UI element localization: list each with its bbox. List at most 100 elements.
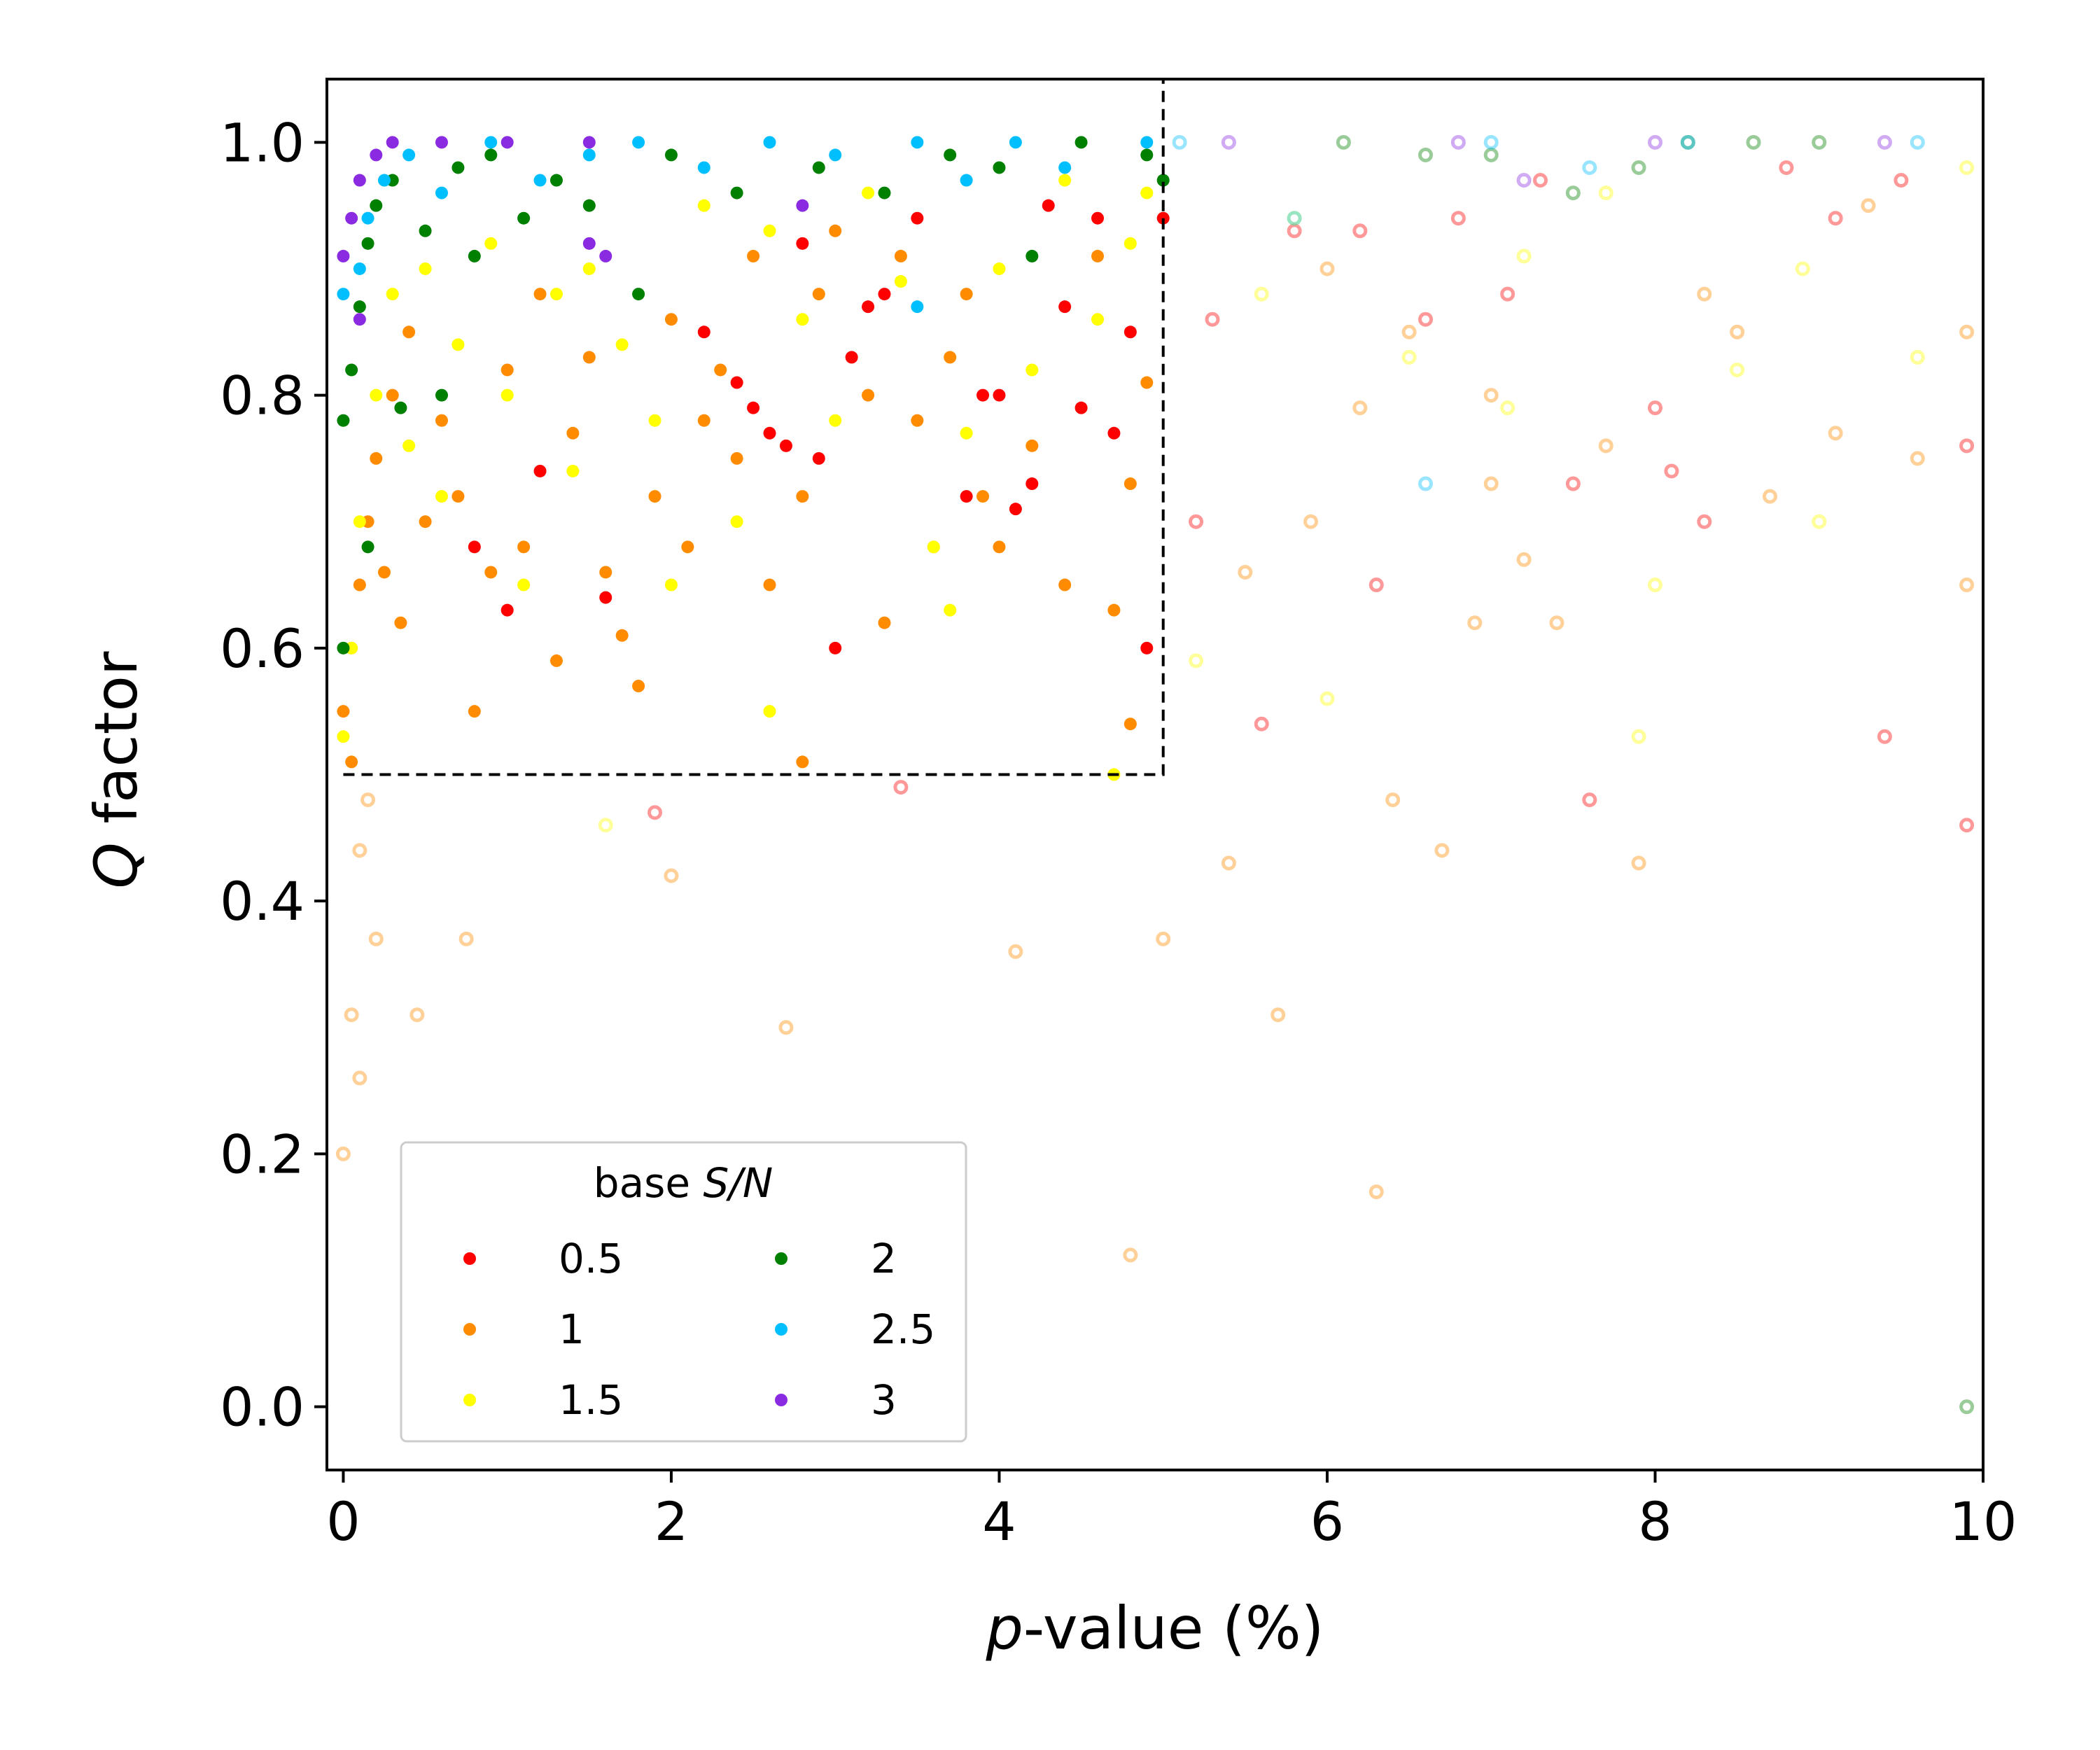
data-point <box>1287 223 1302 239</box>
data-point <box>1156 931 1171 946</box>
data-point <box>435 388 448 402</box>
data-point <box>1254 716 1269 732</box>
data-point <box>1483 388 1499 403</box>
legend-label: 1.5 <box>559 1376 623 1424</box>
data-point <box>714 363 727 377</box>
data-point <box>632 136 645 149</box>
x-axis-label: p-value (%) <box>986 1594 1324 1662</box>
data-point <box>1058 174 1072 187</box>
data-point <box>1959 1399 1975 1415</box>
data-point <box>1026 477 1039 491</box>
data-point <box>1140 186 1154 200</box>
data-point <box>1352 400 1368 416</box>
data-point <box>730 376 743 389</box>
data-point <box>419 224 432 237</box>
legend-label: 2 <box>871 1235 897 1282</box>
data-point <box>550 288 563 301</box>
data-point <box>517 578 531 592</box>
data-point <box>1533 173 1548 188</box>
data-point <box>345 211 358 225</box>
data-point <box>599 591 612 604</box>
data-point <box>1058 300 1072 314</box>
data-point <box>1026 439 1039 452</box>
legend-marker <box>463 1394 476 1406</box>
data-point <box>1418 147 1434 162</box>
data-point <box>370 199 383 212</box>
data-point <box>435 186 448 200</box>
data-point <box>944 148 957 162</box>
legend-marker <box>463 1252 476 1265</box>
legend-frame <box>400 1141 967 1443</box>
data-point <box>1418 312 1434 327</box>
data-point <box>911 136 924 149</box>
data-point <box>386 288 399 301</box>
data-point <box>993 262 1006 275</box>
data-point <box>1238 564 1253 580</box>
x-tick-label: 4 <box>982 1490 1016 1553</box>
data-point <box>335 1146 351 1161</box>
data-point <box>697 326 710 339</box>
data-point <box>1107 603 1121 617</box>
data-point <box>1434 843 1450 858</box>
data-point <box>1483 147 1499 162</box>
data-point <box>500 603 514 617</box>
data-point <box>386 136 399 149</box>
data-point <box>1812 134 1827 150</box>
data-point <box>1959 324 1975 340</box>
legend: base S/N 0.5 1 1.5 2 2.5 3 <box>400 1141 967 1443</box>
data-point <box>862 388 875 402</box>
data-point <box>747 249 760 262</box>
data-point <box>435 490 448 503</box>
data-point <box>697 199 710 212</box>
data-point <box>829 641 842 654</box>
data-point <box>1516 173 1532 188</box>
data-point <box>1647 578 1662 593</box>
y-tick-label: 1.0 <box>220 111 304 174</box>
data-point <box>1336 134 1351 150</box>
data-point <box>829 414 842 427</box>
data-point <box>1107 426 1121 440</box>
x-tick-label: 6 <box>1310 1490 1344 1553</box>
data-point <box>796 199 809 212</box>
x-tick-label: 10 <box>1949 1490 2017 1553</box>
data-point <box>582 136 596 149</box>
data-point <box>353 515 366 528</box>
data-point <box>960 426 973 440</box>
data-point <box>352 843 368 858</box>
data-point <box>419 262 432 275</box>
data-point <box>1500 400 1516 416</box>
data-point <box>353 262 366 275</box>
data-point <box>697 161 710 174</box>
data-point <box>763 578 776 592</box>
legend-marker <box>775 1323 788 1336</box>
data-point <box>664 868 679 883</box>
data-point <box>1910 349 1925 365</box>
data-point <box>763 224 776 237</box>
data-point <box>1205 312 1220 327</box>
data-point <box>1959 818 1975 833</box>
data-point <box>778 1020 794 1035</box>
data-point <box>911 300 924 314</box>
data-point <box>1598 186 1614 201</box>
y-axis-label: Q factor <box>82 651 150 888</box>
data-point <box>1910 134 1925 150</box>
data-point <box>484 148 498 162</box>
data-point <box>1959 438 1975 454</box>
data-point <box>337 705 350 718</box>
data-point <box>533 174 547 187</box>
data-point <box>648 414 662 427</box>
data-point <box>1008 944 1023 959</box>
data-point <box>829 148 842 162</box>
data-point <box>1401 349 1417 365</box>
data-point <box>566 426 580 440</box>
x-tick-label: 8 <box>1638 1490 1672 1553</box>
data-point <box>1091 249 1105 262</box>
data-point <box>1516 248 1532 264</box>
data-point <box>763 705 776 718</box>
data-point <box>812 288 825 301</box>
data-point <box>451 490 465 503</box>
data-point <box>410 1007 425 1023</box>
data-point <box>1401 324 1417 340</box>
data-point <box>796 313 809 326</box>
